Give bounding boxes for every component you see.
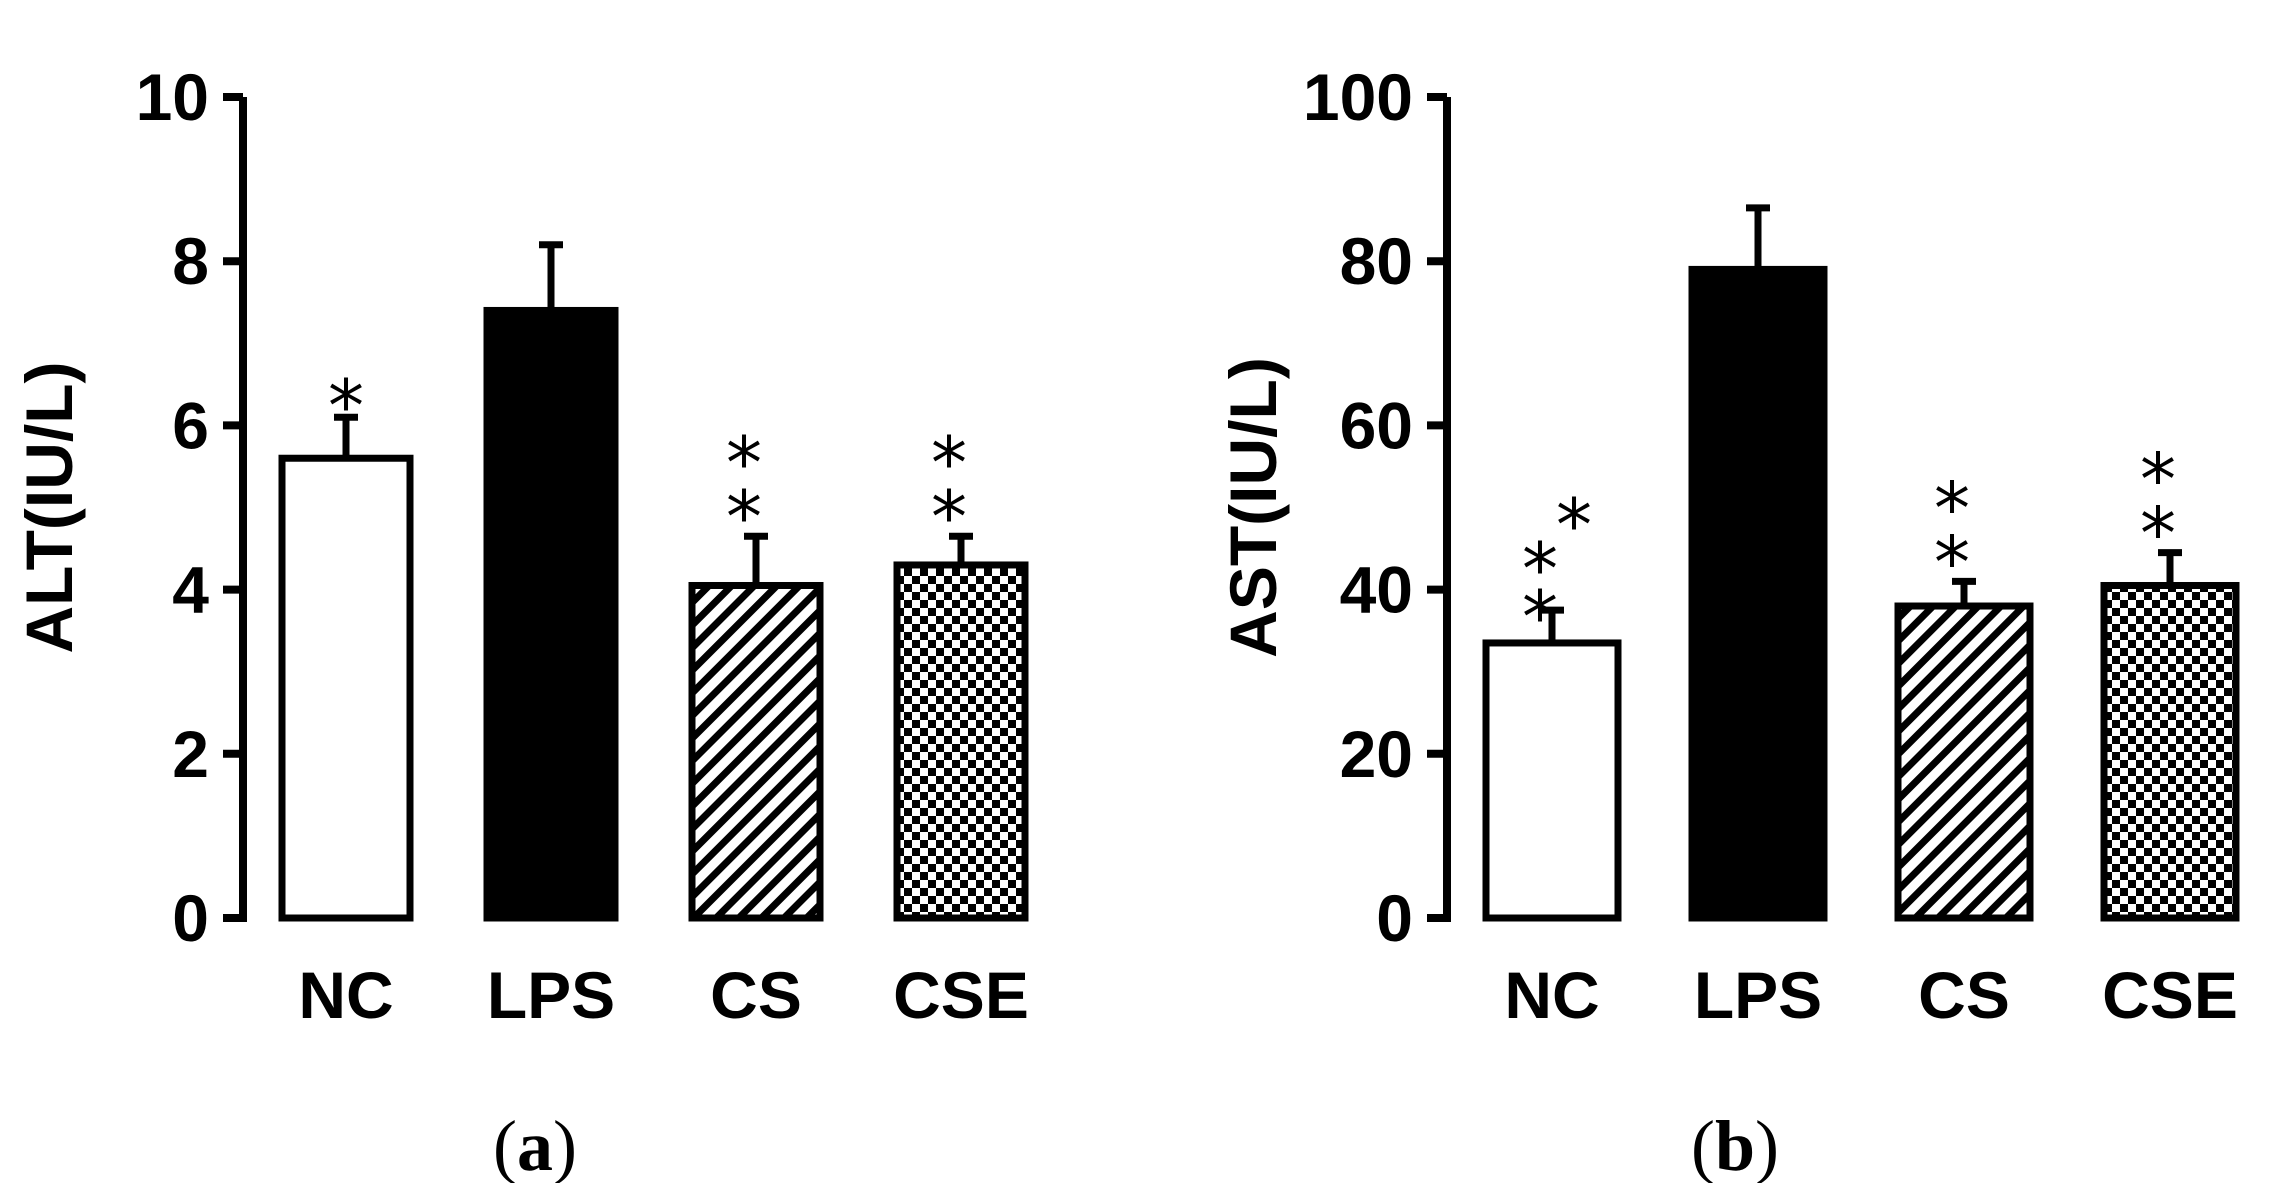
panel-a-y-tick-label: 10 — [136, 60, 209, 134]
panel-a-y-tick-label: 6 — [172, 388, 209, 462]
panel-a-significance-star: * — [726, 475, 762, 559]
panel-b-significance-cse: ** — [2140, 438, 2176, 576]
panel-a-significance-star: * — [328, 364, 364, 448]
panel-b-significance-nc: *** — [1522, 483, 1592, 659]
panel-a-significance-cse: ** — [931, 421, 967, 559]
panel-b-significance-star: * — [1556, 483, 1592, 567]
panel-b-y-axis-label: AST(IU/L) — [1216, 357, 1290, 658]
panel-b-category-label-nc: NC — [1504, 958, 1599, 1032]
panel-a-y-tick-label: 8 — [172, 224, 209, 298]
panel-b-bar-lps — [1688, 265, 1828, 922]
panel-a-significance-star: * — [726, 421, 762, 505]
panel-b-bar-cse — [2100, 581, 2240, 922]
panel-a-significance-star: * — [931, 421, 967, 505]
panel-a-bar-nc — [278, 454, 414, 922]
panel-b-bar-cs — [1894, 602, 2034, 922]
panel-a-bar-cse — [893, 561, 1029, 922]
panel-b-significance-star: * — [1934, 466, 1970, 550]
panel-a-category-label-lps: LPS — [487, 958, 615, 1032]
panel-b-y-tick-label: 80 — [1340, 224, 1413, 298]
panel-b-y-tick-label: 0 — [1376, 881, 1413, 955]
panel-b-significance-star: * — [2140, 438, 2176, 522]
panel-b-y-tick-label: 100 — [1303, 60, 1413, 134]
panel-b-significance-star: * — [2140, 492, 2176, 576]
panel-a-significance-nc: * — [328, 364, 364, 448]
panel-b-significance-cs: ** — [1934, 466, 1970, 604]
panel-a-bar-cs — [688, 581, 824, 922]
panel-a-category-label-nc: NC — [298, 958, 393, 1032]
panel-a-y-tick-label: 0 — [172, 881, 209, 955]
panel-b-label: (b) — [1691, 1106, 1779, 1183]
panel-a-y-axis-label: ALT(IU/L) — [12, 361, 86, 653]
panel-b-significance-star: * — [1934, 520, 1970, 604]
panel-b-category-label-cse: CSE — [2102, 958, 2238, 1032]
panel-b-significance-star: * — [1522, 575, 1558, 659]
panel-a-bar-lps — [483, 306, 619, 922]
panel-a-significance-cs: ** — [726, 421, 762, 559]
panel-b-category-label-cs: CS — [1918, 958, 2010, 1032]
panel-a-category-label-cse: CSE — [893, 958, 1029, 1032]
panel-b-bar-nc — [1482, 639, 1622, 922]
panel-a-significance-star: * — [931, 475, 967, 559]
panel-a-category-label-cs: CS — [710, 958, 802, 1032]
panel-b-y-tick-label: 60 — [1340, 388, 1413, 462]
panel-b-y-tick-label: 40 — [1340, 553, 1413, 627]
panel-b-significance-star: * — [1522, 527, 1558, 611]
panel-a-y-tick-label: 2 — [172, 717, 209, 791]
panel-b-y-tick-label: 20 — [1340, 717, 1413, 791]
panel-b-category-label-lps: LPS — [1694, 958, 1822, 1032]
panel-a-label: (a) — [493, 1106, 577, 1183]
panel-a-y-tick-label: 4 — [172, 553, 209, 627]
